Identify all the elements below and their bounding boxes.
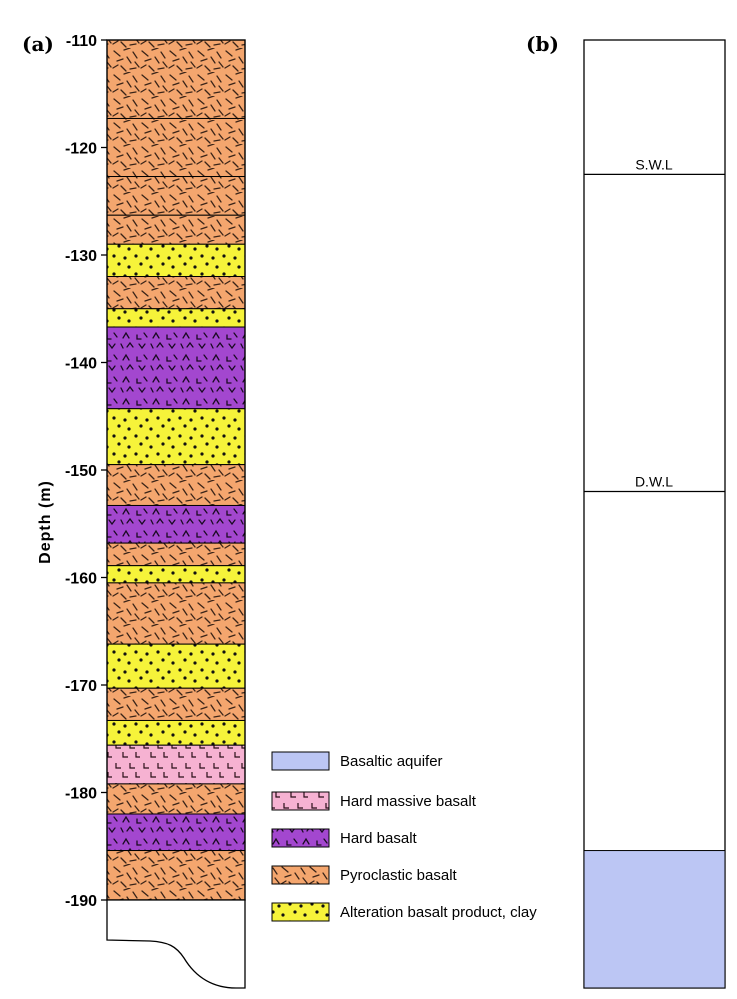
depth-tick-label: -190	[65, 893, 97, 910]
depth-ticks: -110 -120 -130 -140 -150 -160 -170 -180 -190	[65, 33, 107, 910]
panel-a-label: (a)	[22, 32, 54, 56]
depth-tick-label: -130	[65, 248, 97, 265]
layer-alteration	[106, 408, 246, 466]
legend-swatch-alteration	[271, 902, 330, 922]
depth-tick-label: -140	[65, 356, 97, 373]
legend-label-pyroclastic: Pyroclastic basalt	[340, 867, 458, 884]
legend-swatch-aquifer	[271, 751, 330, 771]
depth-tick-label: -150	[65, 463, 97, 480]
depth-tick-label: -110	[66, 33, 97, 50]
swl-label: S.W.L	[635, 156, 673, 172]
layer-pyroclastic	[106, 687, 246, 721]
depth-tick-label: -120	[65, 141, 97, 158]
column-base-outline	[106, 899, 246, 989]
layer-alteration	[106, 565, 246, 584]
layer-pyroclastic	[106, 464, 246, 506]
legend-item-aquifer: Basaltic aquifer	[271, 751, 443, 771]
legend-label-hard-basalt: Hard basalt	[340, 830, 418, 847]
legend-item-hard-basalt: Hard basalt	[271, 828, 418, 848]
layer-hard-basalt	[106, 813, 246, 852]
layer-pyroclastic	[106, 783, 246, 815]
legend-label-hard-massive: Hard massive basalt	[340, 793, 477, 810]
lithology-column	[106, 39, 246, 901]
layer-pyroclastic	[106, 850, 246, 901]
legend: Basaltic aquifer Hard massive basalt Har…	[271, 751, 537, 922]
legend-label-alteration: Alteration basalt product, clay	[340, 904, 537, 921]
layer-pyroclastic	[106, 39, 246, 119]
panel-b-label: (b)	[526, 32, 559, 56]
depth-axis-title: Depth (m)	[37, 480, 54, 564]
layer-pyroclastic	[106, 117, 246, 178]
layer-hard-basalt	[106, 504, 246, 544]
layer-alteration	[106, 243, 246, 277]
layer-hard-basalt	[106, 326, 246, 410]
water-level-column: S.W.L D.W.L	[583, 39, 726, 989]
legend-item-hard-massive: Hard massive basalt	[271, 791, 477, 811]
legend-item-alteration: Alteration basalt product, clay	[271, 902, 537, 922]
basaltic-aquifer-zone	[583, 850, 726, 989]
layer-pyroclastic	[106, 176, 246, 216]
dwl-label: D.W.L	[635, 474, 673, 490]
depth-tick-label: -180	[65, 786, 97, 803]
legend-item-pyroclastic: Pyroclastic basalt	[271, 865, 458, 885]
layer-pyroclastic	[106, 276, 246, 310]
layer-pyroclastic	[106, 214, 246, 245]
layer-pyroclastic	[106, 542, 246, 567]
depth-tick-label: -160	[65, 571, 97, 588]
well-column-outline	[583, 39, 726, 989]
legend-swatch-hard-massive	[271, 791, 330, 811]
layer-alteration	[106, 308, 246, 328]
depth-tick-label: -170	[65, 678, 97, 695]
layer-alteration	[106, 643, 246, 689]
legend-swatch-hard-basalt	[271, 828, 330, 848]
legend-label-aquifer: Basaltic aquifer	[340, 753, 443, 770]
layer-pyroclastic	[106, 582, 246, 645]
legend-swatch-pyroclastic	[271, 865, 330, 885]
layer-hard-massive	[106, 744, 246, 785]
layer-alteration	[106, 719, 246, 746]
